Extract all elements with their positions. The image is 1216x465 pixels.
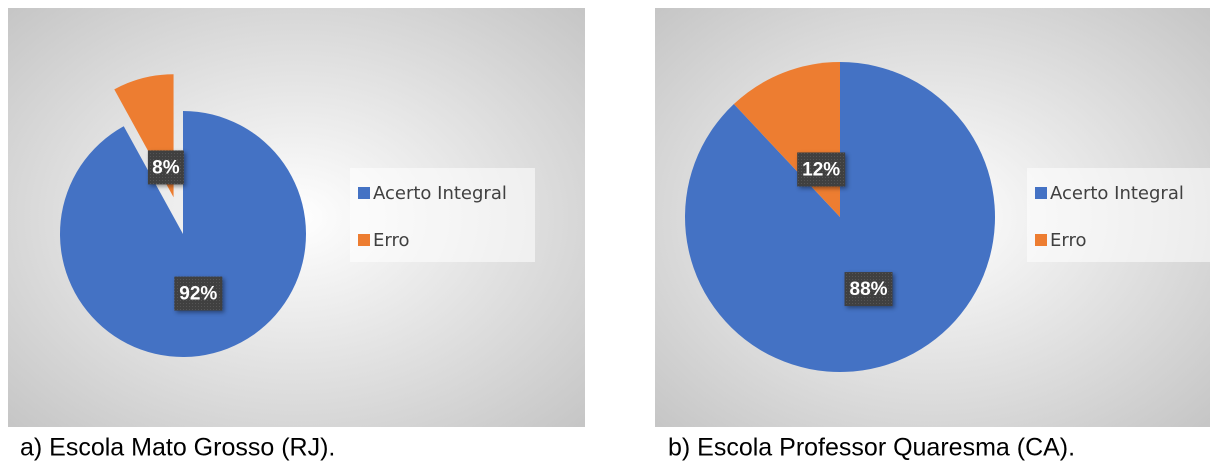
legend-swatch bbox=[1035, 187, 1047, 199]
legend-swatch bbox=[358, 187, 370, 199]
data-label: 8% bbox=[152, 157, 180, 178]
legend-swatch bbox=[1035, 234, 1047, 246]
data-label: 12% bbox=[802, 159, 840, 180]
data-label: 88% bbox=[850, 279, 888, 300]
pie-chart: 92% 8% Acerto Integral Erro a) Escola Mato G… bbox=[8, 8, 585, 462]
pie-chart: 88% 12% Acerto Integral Erro b) Escola Profe… bbox=[655, 8, 1210, 462]
caption: b) Escola Professor Quaresma (CA). bbox=[668, 434, 1075, 462]
data-label: 92% bbox=[179, 284, 217, 305]
pie-slice bbox=[59, 111, 307, 357]
data-label-box bbox=[797, 152, 846, 187]
legend-box bbox=[350, 168, 535, 262]
legend-swatch bbox=[358, 234, 370, 246]
legend-label: Erro bbox=[1050, 230, 1086, 251]
data-label-box bbox=[174, 276, 223, 311]
data-label-box bbox=[844, 272, 893, 307]
legend-label: Acerto Integral bbox=[1050, 183, 1184, 204]
legend-box bbox=[1027, 168, 1210, 262]
legend-label: Erro bbox=[373, 230, 409, 251]
data-label-box bbox=[147, 150, 184, 185]
caption: a) Escola Mato Grosso (RJ). bbox=[20, 434, 335, 462]
legend-label: Acerto Integral bbox=[373, 183, 507, 204]
